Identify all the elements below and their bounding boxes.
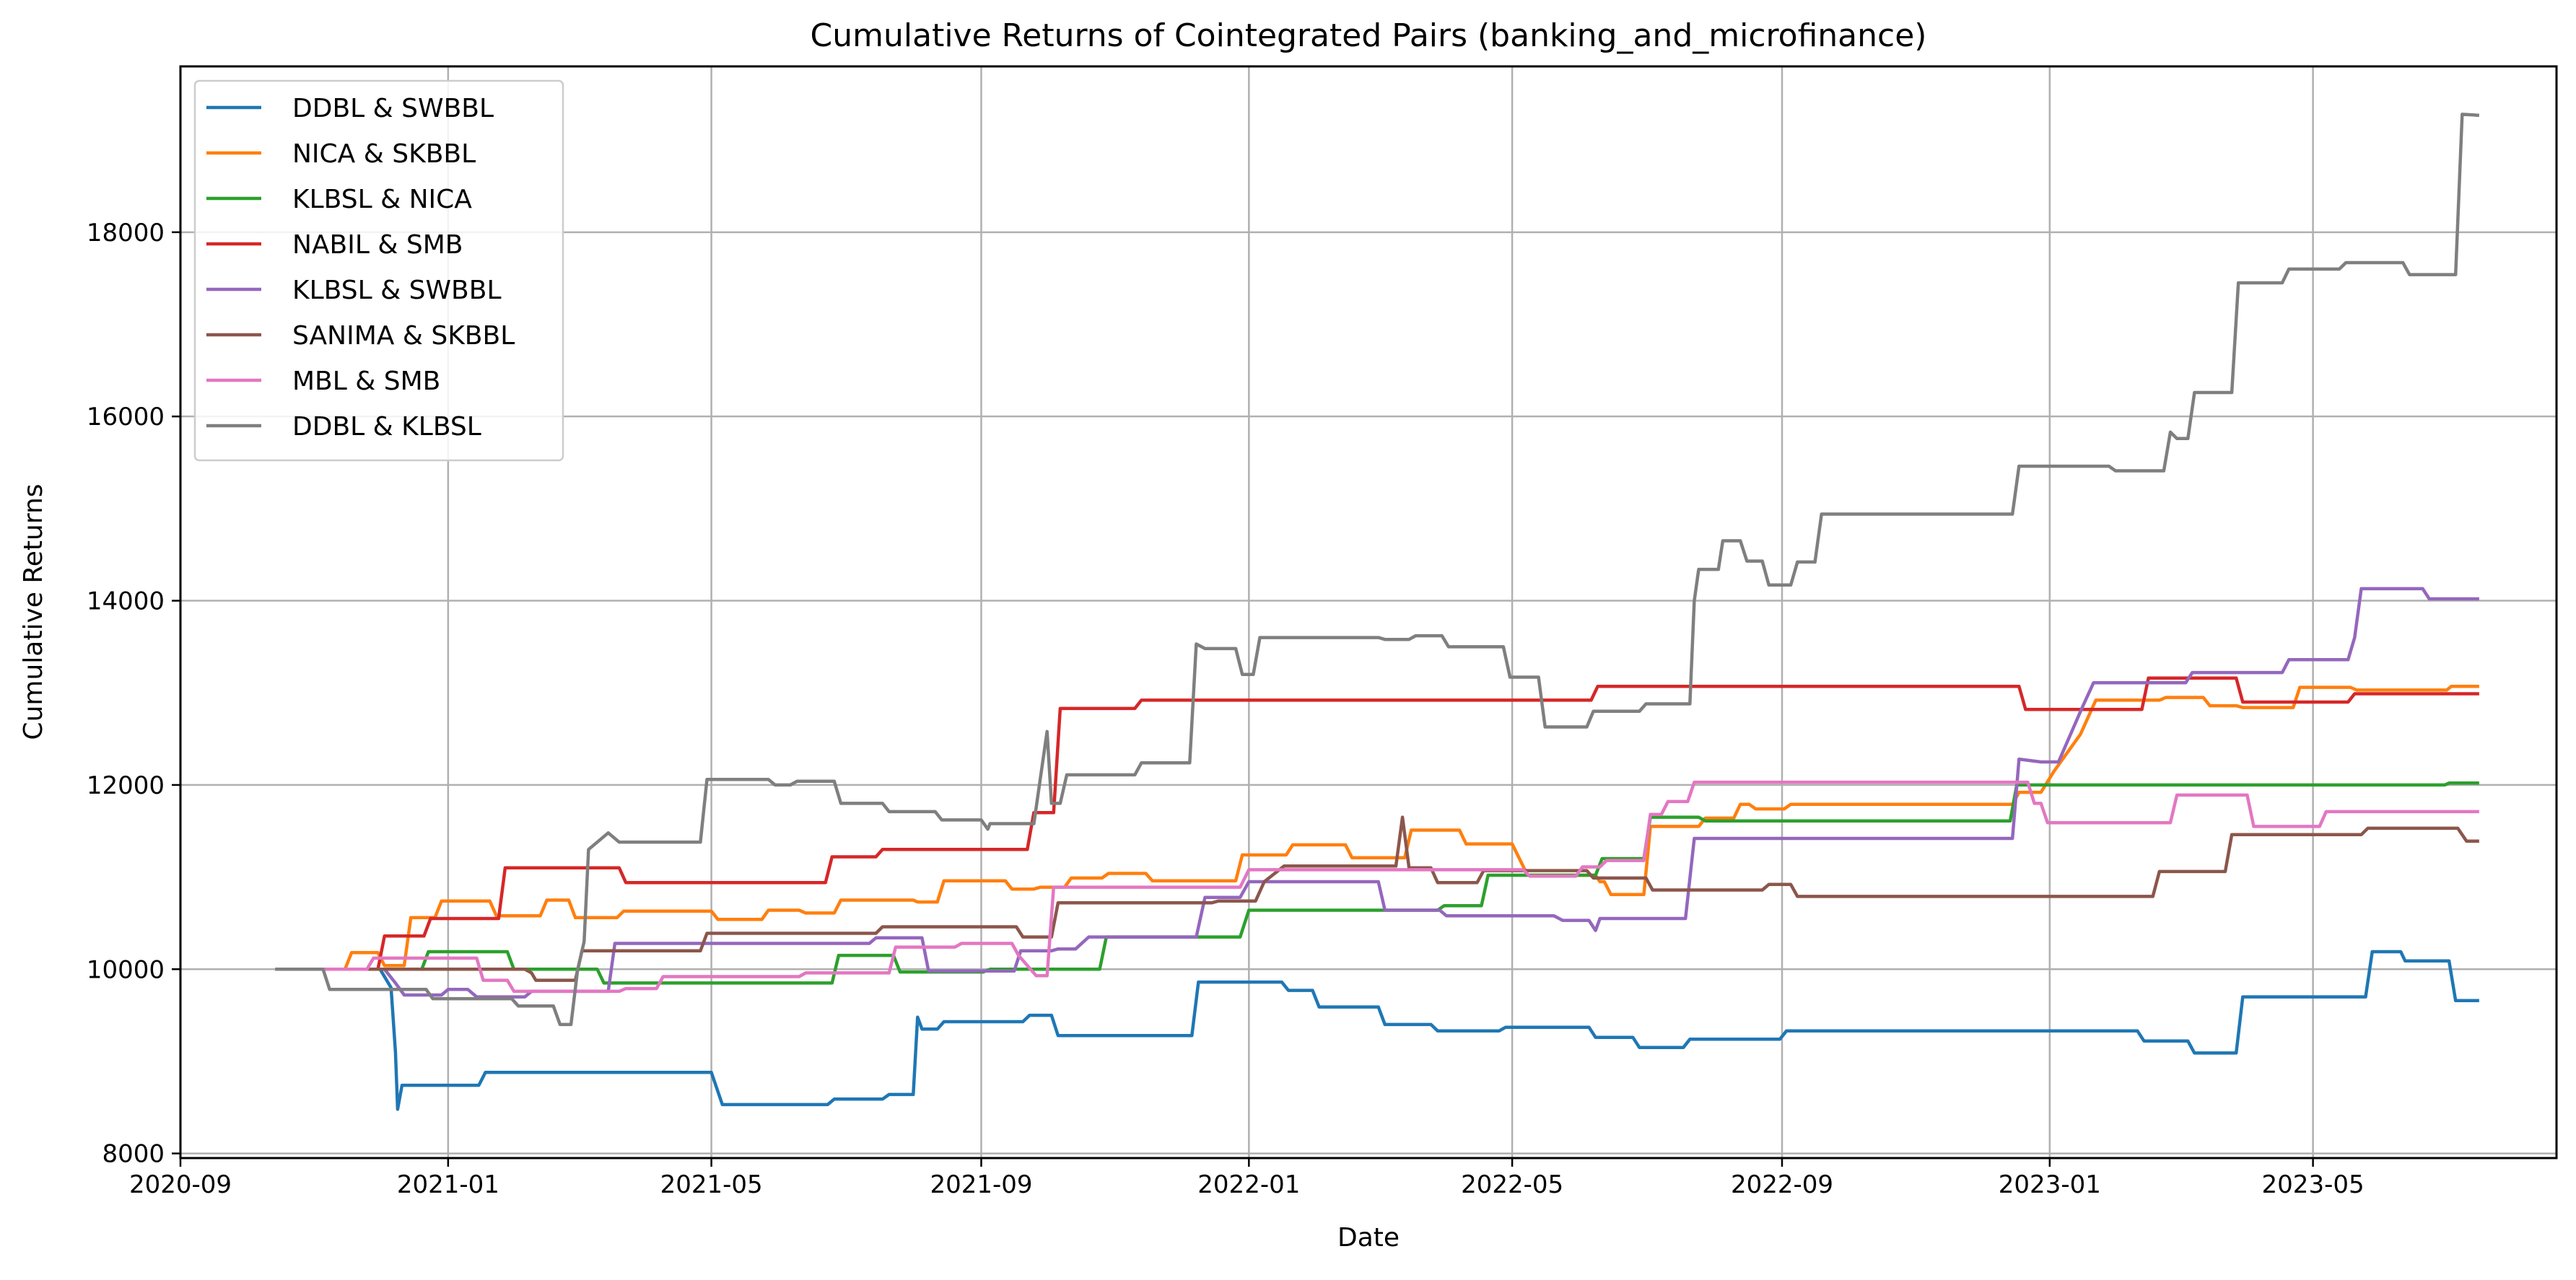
- series-lines: [275, 113, 2479, 1111]
- series-line-3: [275, 781, 2479, 985]
- y-tick-label: 12000: [87, 771, 165, 800]
- y-tick-label: 8000: [102, 1140, 165, 1169]
- series-line-7: [275, 780, 2479, 994]
- x-tick-label: 2021-09: [930, 1170, 1032, 1199]
- legend-label: NABIL & SMB: [292, 230, 463, 260]
- plot-frame: [179, 65, 2558, 1160]
- y-tick-label: 16000: [87, 403, 165, 431]
- legend-label: SANIMA & SKBBL: [292, 321, 515, 351]
- axis-ticks: 2020-09 2021-01 2021-05 2021-09 2022-01 2022-…: [87, 219, 2365, 1199]
- series-line-2: [275, 685, 2479, 971]
- x-tick-label: 2023-05: [2262, 1170, 2365, 1199]
- y-tick-label: 18000: [87, 219, 165, 247]
- legend-label: DDBL & SWBBL: [292, 94, 494, 123]
- legend-box: [193, 79, 564, 462]
- series-line-4: [275, 676, 2479, 971]
- legend-label: DDBL & KLBSL: [292, 412, 481, 442]
- x-tick-label: 2020-09: [129, 1170, 232, 1199]
- legend-label: MBL & SMB: [292, 367, 440, 396]
- grid: [179, 66, 2557, 1158]
- legend-label: NICA & SKBBL: [292, 139, 476, 169]
- y-tick-label: 14000: [87, 587, 165, 616]
- x-tick-label: 2022-05: [1461, 1170, 1563, 1199]
- y-tick-label: 10000: [87, 955, 165, 984]
- x-tick-label: 2022-01: [1197, 1170, 1300, 1199]
- x-tick-label: 2021-01: [397, 1170, 499, 1199]
- x-tick-label: 2021-05: [660, 1170, 763, 1199]
- legend: DDBL & SWBBL NICA & SKBBL KLBSL & NICA NABI…: [193, 79, 564, 462]
- series-line-8: [275, 113, 2479, 1027]
- chart-title: Cumulative Returns of Cointegrated Pairs…: [811, 17, 1927, 54]
- series-line-6: [275, 815, 2479, 982]
- x-axis-label: Date: [1337, 1223, 1400, 1253]
- legend-label: KLBSL & SWBBL: [292, 276, 502, 305]
- series-line-5: [275, 587, 2479, 999]
- y-axis-label: Cumulative Returns: [19, 483, 48, 740]
- series-line-1: [275, 950, 2479, 1111]
- legend-label: KLBSL & NICA: [292, 185, 472, 214]
- x-tick-label: 2023-01: [1999, 1170, 2101, 1199]
- x-tick-label: 2022-09: [1731, 1170, 1833, 1199]
